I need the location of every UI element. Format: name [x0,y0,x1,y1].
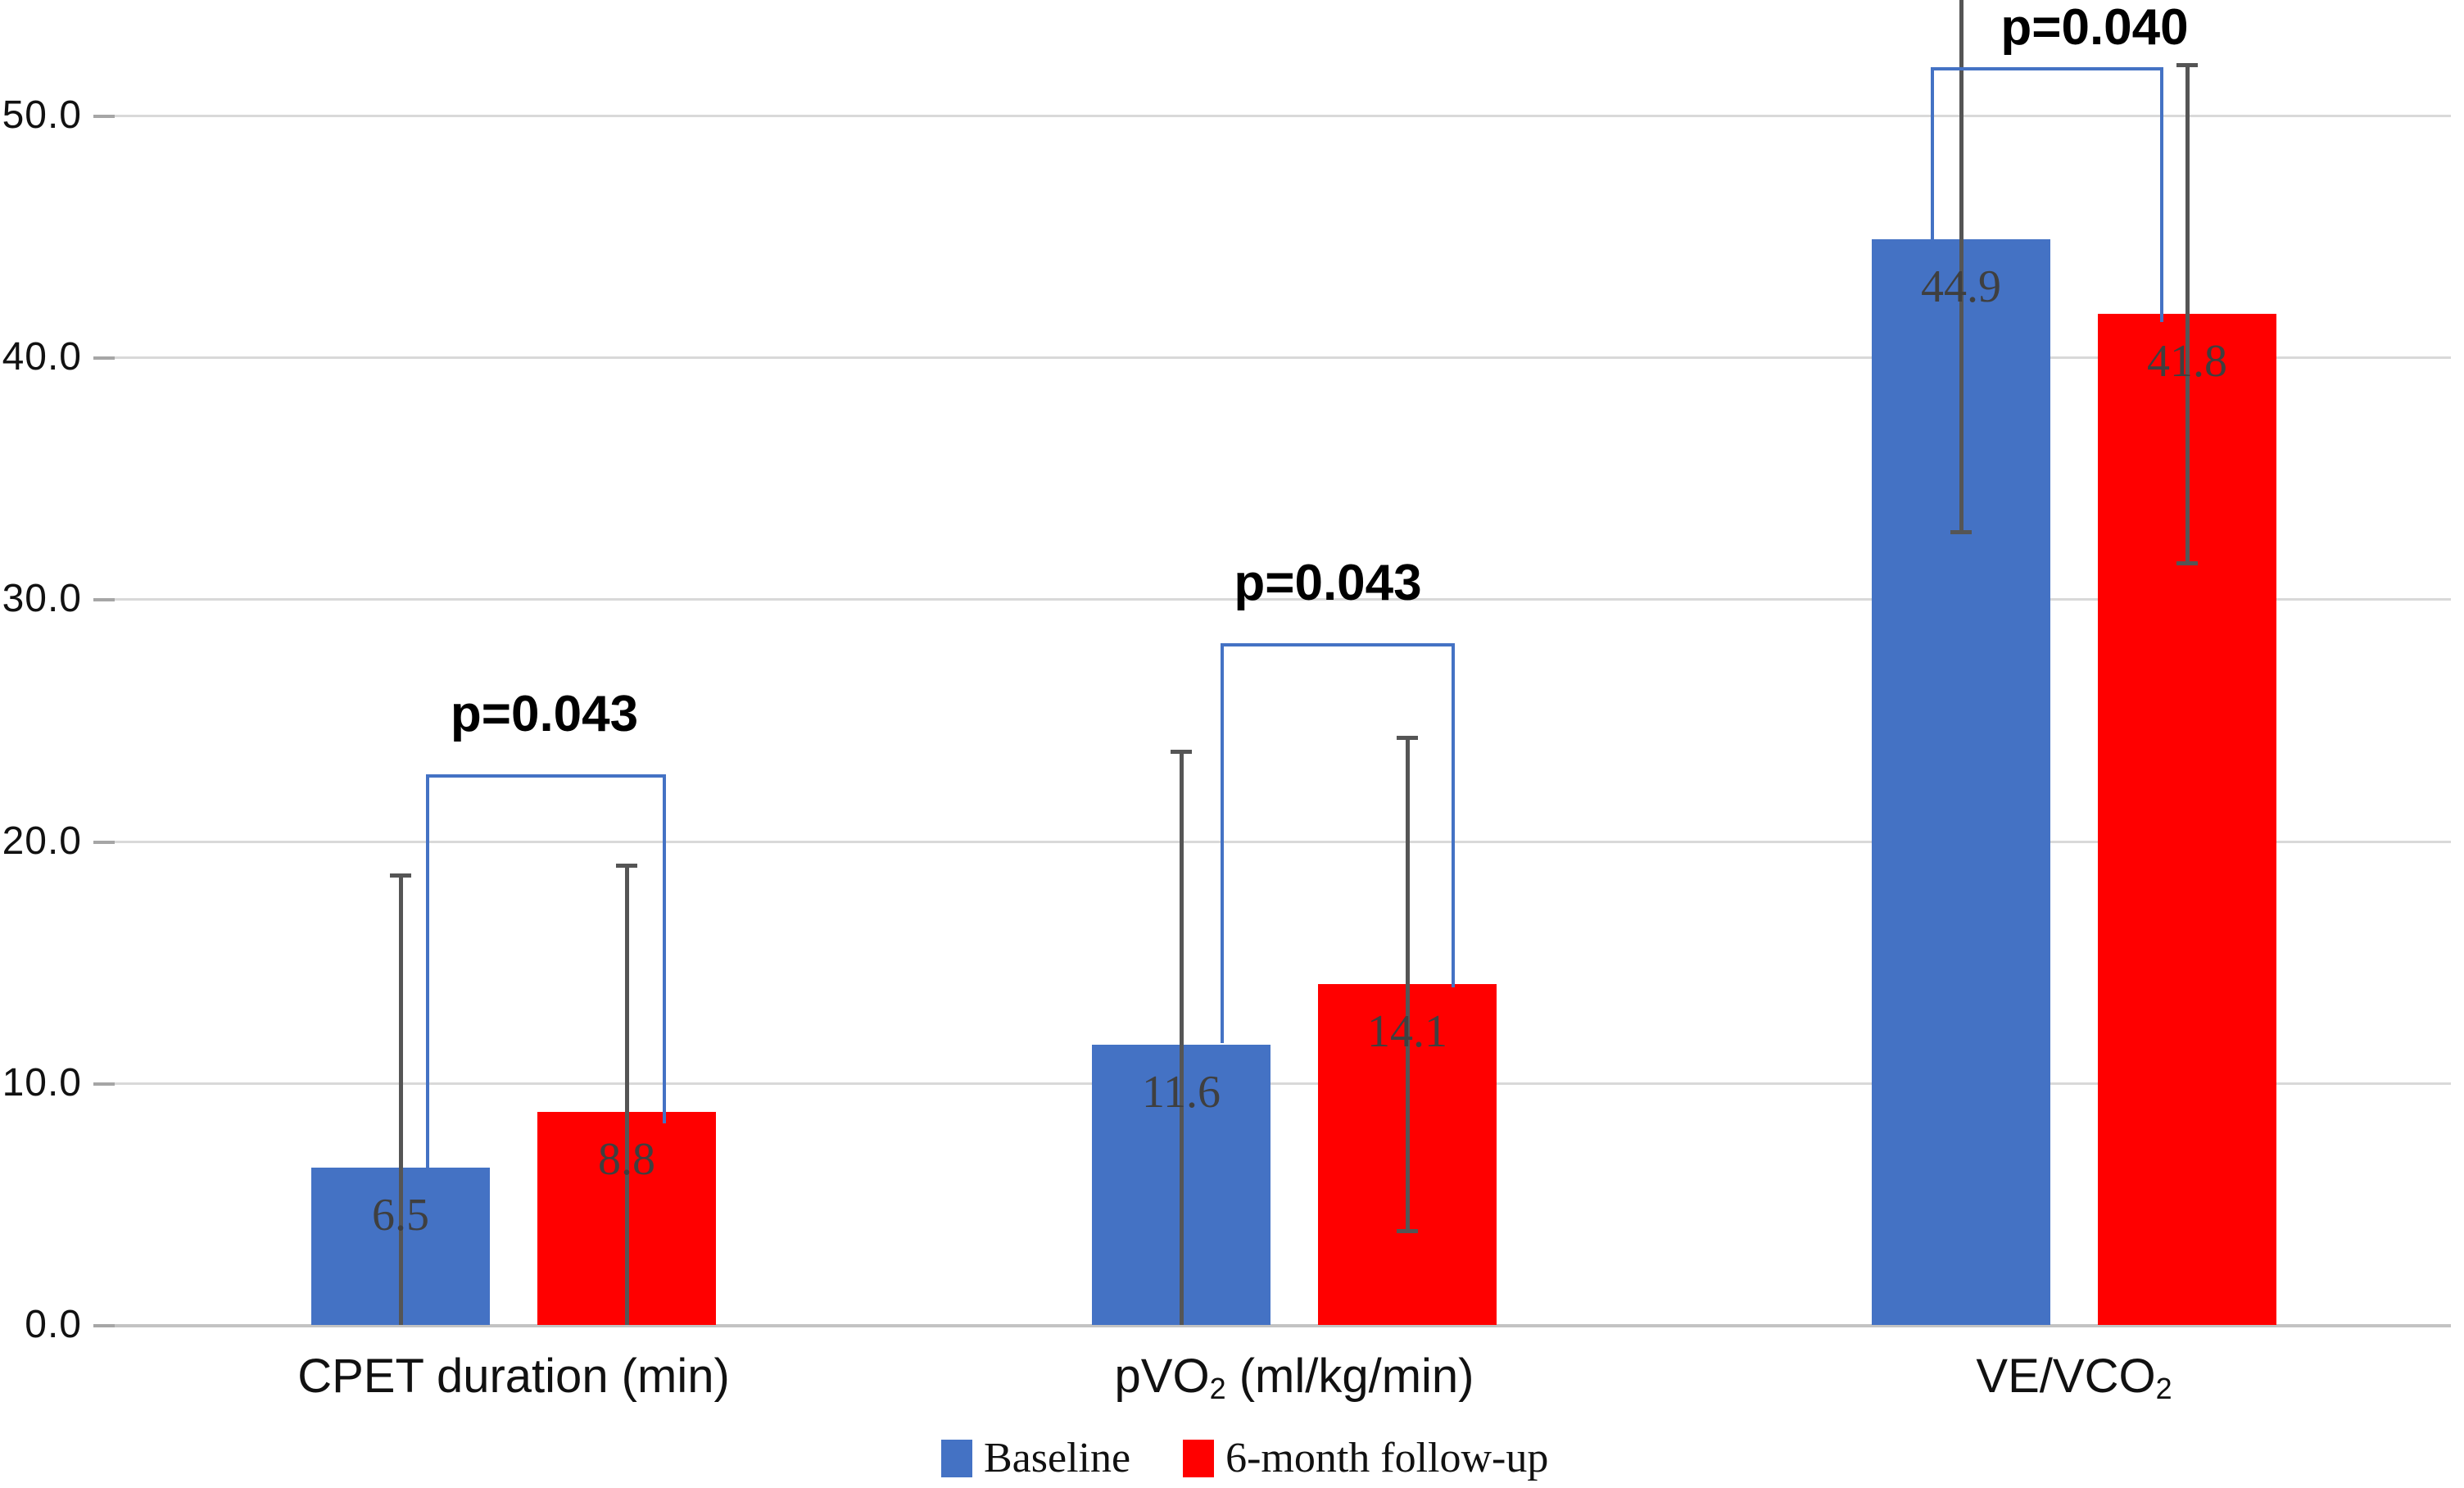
error-bar-followup-1 [1406,737,1410,1231]
legend-swatch-baseline [941,1440,972,1477]
error-cap-bottom-1-2 [2176,561,2198,565]
sig-bracket-left-leg-0 [426,774,429,1213]
gridline-40 [115,356,2451,359]
legend-swatch-followup [1183,1440,1215,1477]
legend: Baseline 6-month follow-up [941,1436,1548,1481]
axis-tick-0 [93,1324,115,1327]
value-label-followup-0: 8.8 [598,1134,655,1185]
value-label-followup-2: 41.8 [2147,336,2227,387]
error-bar-followup-0 [625,865,629,1325]
y-tick-label-0: 0.0 [25,1303,82,1346]
error-cap-bottom-1-1 [1397,1229,1418,1233]
y-tick-label-50: 50.0 [2,93,82,137]
category-label-1-text: (ml/kg/min) [1225,1350,1474,1403]
sig-bracket-0 [426,774,666,778]
p-value-label-0: p=0.043 [450,686,639,742]
legend-label-baseline: Baseline [984,1435,1131,1481]
legend-label-followup: 6-month follow-up [1225,1435,1549,1481]
sig-bracket-left-leg-2 [1931,67,1934,246]
y-tick-label-30: 30.0 [2,577,82,620]
legend-item-followup: 6-month follow-up [1183,1436,1548,1481]
category-label-1-text: pVO [1114,1350,1210,1403]
axis-tick-30 [93,598,115,601]
error-cap-top-1-0 [616,864,637,868]
error-cap-bottom-0-2 [1950,530,1972,534]
y-tick-label-10: 10.0 [2,1061,82,1105]
category-label-1-subscript: 2 [1209,1371,1226,1405]
sig-bracket-right-leg-0 [663,774,666,1123]
sig-bracket-right-leg-1 [1452,643,1455,987]
gridline-50 [115,115,2451,117]
category-label-1: pVO2 (ml/kg/min) [1115,1350,1474,1409]
axis-tick-50 [93,115,115,118]
axis-tick-20 [93,841,115,844]
p-value-label-1: p=0.043 [1234,555,1422,611]
legend-item-baseline: Baseline [941,1436,1130,1481]
axis-tick-40 [93,356,115,360]
error-bar-followup-2 [2185,65,2190,563]
value-label-followup-1: 14.1 [1367,1006,1447,1057]
category-label-0: CPET duration (min) [297,1350,730,1403]
error-bar-baseline-1 [1180,751,1184,1325]
p-value-label-2: p=0.040 [2000,0,2189,56]
error-cap-top-0-0 [390,873,411,878]
category-label-2: VE/VCO2 [1976,1350,2172,1409]
error-cap-top-1-2 [2176,63,2198,67]
gridline-10 [115,1082,2451,1085]
error-cap-top-0-1 [1171,750,1192,754]
gridline-30 [115,598,2451,601]
value-label-baseline-1: 11.6 [1142,1067,1221,1118]
gridline-0 [115,1324,2451,1327]
sig-bracket-right-leg-2 [2160,67,2163,322]
axis-tick-10 [93,1082,115,1086]
value-label-baseline-0: 6.5 [372,1190,429,1241]
gridline-20 [115,841,2451,843]
y-tick-label-20: 20.0 [2,819,82,863]
y-tick-label-40: 40.0 [2,335,82,379]
sig-bracket-2 [1931,67,2163,70]
error-bar-baseline-2 [1959,0,1964,532]
category-label-2-subscript: 2 [2155,1371,2172,1405]
category-label-0-text: CPET duration (min) [297,1350,730,1403]
error-bar-baseline-0 [399,875,403,1325]
category-label-2-text: VE/VCO [1976,1350,2156,1403]
sig-bracket-left-leg-1 [1221,643,1224,1043]
error-cap-top-1-1 [1397,736,1418,740]
value-label-baseline-2: 44.9 [1921,261,2001,312]
sig-bracket-1 [1221,643,1455,646]
